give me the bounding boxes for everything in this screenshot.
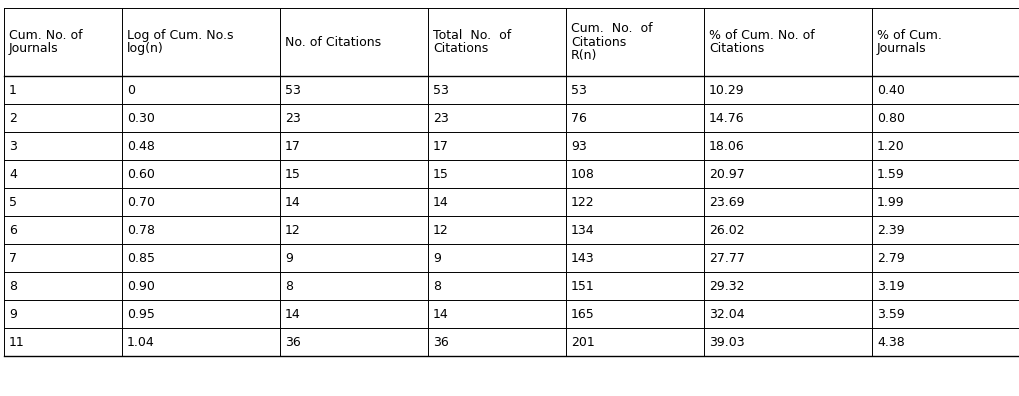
Text: No. of Citations: No. of Citations [284, 36, 381, 48]
Text: 20.97: 20.97 [708, 168, 744, 181]
Text: 1: 1 [9, 84, 17, 97]
Text: 23.69: 23.69 [708, 196, 744, 209]
Text: 108: 108 [571, 168, 594, 181]
Text: 1.59: 1.59 [876, 168, 904, 181]
Text: Journals: Journals [876, 42, 925, 55]
Text: 1.20: 1.20 [876, 139, 904, 152]
Text: Citations: Citations [571, 36, 626, 48]
Text: 12: 12 [284, 223, 301, 236]
Text: % of Cum. No. of: % of Cum. No. of [708, 29, 814, 42]
Text: 9: 9 [9, 308, 17, 320]
Text: 9: 9 [284, 251, 292, 265]
Text: 0.48: 0.48 [127, 139, 155, 152]
Text: 23: 23 [433, 112, 448, 124]
Text: 3.59: 3.59 [876, 308, 904, 320]
Text: 14: 14 [284, 308, 301, 320]
Text: 6: 6 [9, 223, 17, 236]
Text: 36: 36 [284, 335, 301, 348]
Text: 3.19: 3.19 [876, 280, 904, 293]
Text: Citations: Citations [708, 42, 763, 55]
Text: Cum.  No.  of: Cum. No. of [571, 22, 652, 35]
Text: 18.06: 18.06 [708, 139, 744, 152]
Text: 53: 53 [433, 84, 448, 97]
Text: 26.02: 26.02 [708, 223, 744, 236]
Text: 122: 122 [571, 196, 594, 209]
Text: 14: 14 [284, 196, 301, 209]
Text: 0.70: 0.70 [127, 196, 155, 209]
Text: 14: 14 [433, 196, 448, 209]
Text: 1.04: 1.04 [127, 335, 155, 348]
Text: 8: 8 [433, 280, 440, 293]
Text: 23: 23 [284, 112, 301, 124]
Text: 3: 3 [9, 139, 17, 152]
Text: 0.40: 0.40 [876, 84, 904, 97]
Text: Citations: Citations [433, 42, 488, 55]
Text: 14: 14 [433, 308, 448, 320]
Text: 27.77: 27.77 [708, 251, 744, 265]
Text: 201: 201 [571, 335, 594, 348]
Text: log(n): log(n) [127, 42, 164, 55]
Text: 10.29: 10.29 [708, 84, 744, 97]
Text: 151: 151 [571, 280, 594, 293]
Text: R(n): R(n) [571, 49, 597, 62]
Text: 15: 15 [433, 168, 448, 181]
Text: 7: 7 [9, 251, 17, 265]
Text: 134: 134 [571, 223, 594, 236]
Text: 17: 17 [433, 139, 448, 152]
Text: 4: 4 [9, 168, 17, 181]
Text: Log of Cum. No.s: Log of Cum. No.s [127, 29, 233, 42]
Text: 32.04: 32.04 [708, 308, 744, 320]
Text: 17: 17 [284, 139, 301, 152]
Text: 29.32: 29.32 [708, 280, 744, 293]
Text: 0: 0 [127, 84, 135, 97]
Text: 39.03: 39.03 [708, 335, 744, 348]
Text: 0.90: 0.90 [127, 280, 155, 293]
Text: 1.99: 1.99 [876, 196, 904, 209]
Text: 14.76: 14.76 [708, 112, 744, 124]
Text: 93: 93 [571, 139, 586, 152]
Text: Journals: Journals [9, 42, 58, 55]
Text: 53: 53 [571, 84, 586, 97]
Text: 15: 15 [284, 168, 301, 181]
Text: 5: 5 [9, 196, 17, 209]
Text: 2: 2 [9, 112, 17, 124]
Text: 2.79: 2.79 [876, 251, 904, 265]
Text: 12: 12 [433, 223, 448, 236]
Text: 36: 36 [433, 335, 448, 348]
Text: 9: 9 [433, 251, 440, 265]
Text: 0.30: 0.30 [127, 112, 155, 124]
Text: 0.85: 0.85 [127, 251, 155, 265]
Text: Cum. No. of: Cum. No. of [9, 29, 83, 42]
Text: Total  No.  of: Total No. of [433, 29, 511, 42]
Text: 2.39: 2.39 [876, 223, 904, 236]
Text: 76: 76 [571, 112, 586, 124]
Text: 0.78: 0.78 [127, 223, 155, 236]
Text: 143: 143 [571, 251, 594, 265]
Text: 165: 165 [571, 308, 594, 320]
Text: 8: 8 [284, 280, 292, 293]
Text: % of Cum.: % of Cum. [876, 29, 941, 42]
Text: 0.60: 0.60 [127, 168, 155, 181]
Text: 0.95: 0.95 [127, 308, 155, 320]
Text: 4.38: 4.38 [876, 335, 904, 348]
Text: 0.80: 0.80 [876, 112, 904, 124]
Text: 53: 53 [284, 84, 301, 97]
Text: 11: 11 [9, 335, 24, 348]
Text: 8: 8 [9, 280, 17, 293]
